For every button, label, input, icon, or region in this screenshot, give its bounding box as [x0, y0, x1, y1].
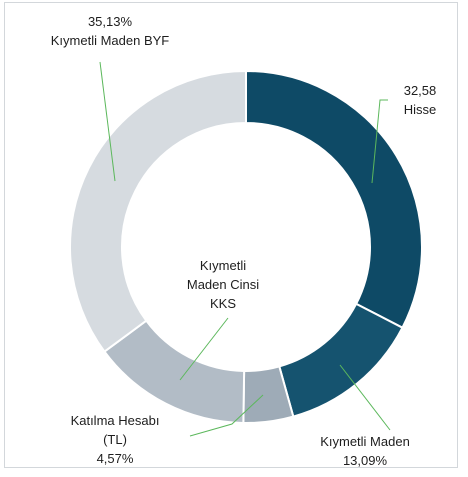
category-label: Hisse: [403, 102, 437, 117]
data-label: Kıymetli Maden Cinsi KKS: [181, 256, 265, 313]
leader-line: [99, 61, 116, 182]
category-label: Kıymetli Maden BYF: [50, 33, 170, 48]
donut-segment: [69, 69, 247, 354]
frame: [4, 2, 458, 468]
leader-line: [371, 99, 388, 184]
category-label: Kıymetli Maden Cinsi KKS: [186, 258, 260, 311]
value-label: 4,57%: [96, 451, 134, 466]
leader-line: [189, 394, 264, 437]
category-label: Katılma Hesabı (TL): [70, 413, 160, 447]
value-label: 32,58: [403, 83, 437, 98]
data-label: Kıymetli Maden 13,09%: [305, 432, 425, 470]
data-label: Katılma Hesabı (TL) 4,57%: [60, 411, 170, 468]
donut-segment: [245, 69, 423, 330]
leader-line: [179, 317, 229, 381]
value-label: 35,13%: [87, 14, 133, 29]
data-label: 35,13% Kıymetli Maden BYF: [30, 12, 190, 50]
value-label: 13,09%: [342, 453, 388, 468]
data-label: 32,58 Hisse: [380, 81, 460, 119]
category-label: Kıymetli Maden: [320, 434, 410, 449]
leader-line: [339, 364, 391, 431]
donut-segment: [278, 302, 404, 418]
